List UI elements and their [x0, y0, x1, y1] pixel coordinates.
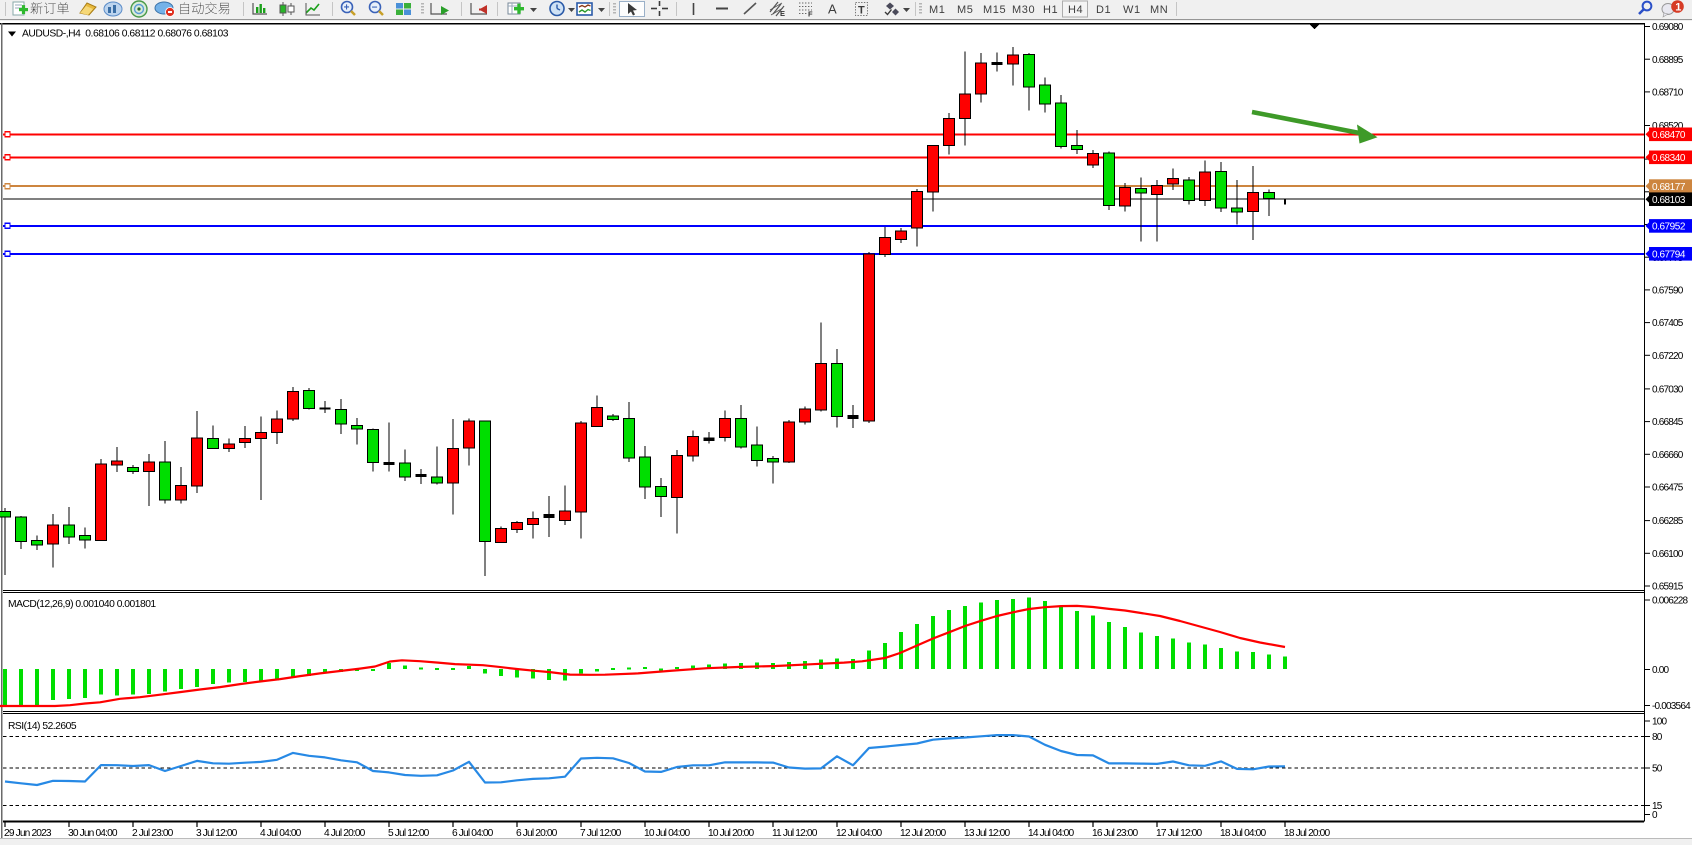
svg-text:0.67952: 0.67952: [1652, 222, 1686, 233]
svg-text:2 Jul 23:00: 2 Jul 23:00: [132, 828, 174, 839]
svg-text:0.65915: 0.65915: [1652, 582, 1684, 593]
svg-text:RSI(14) 52.2605: RSI(14) 52.2605: [8, 721, 77, 732]
svg-text:F: F: [808, 10, 813, 19]
svg-text:0.66100: 0.66100: [1652, 549, 1684, 560]
svg-text:0: 0: [1652, 810, 1658, 821]
svg-text:E: E: [780, 9, 785, 18]
svg-text:12 Jul 20:00: 12 Jul 20:00: [900, 828, 946, 839]
svg-text:W1: W1: [1123, 4, 1141, 16]
svg-text:0.66660: 0.66660: [1652, 450, 1684, 461]
svg-text:12 Jul 04:00: 12 Jul 04:00: [836, 828, 882, 839]
svg-text:18 Jul 04:00: 18 Jul 04:00: [1220, 828, 1266, 839]
svg-text:0.67030: 0.67030: [1652, 385, 1684, 396]
svg-text:29 Jun 2023: 29 Jun 2023: [4, 828, 52, 839]
svg-text:0.006228: 0.006228: [1652, 596, 1689, 607]
svg-text:16 Jul 23:00: 16 Jul 23:00: [1092, 828, 1138, 839]
svg-text:0.68103: 0.68103: [1652, 195, 1686, 206]
svg-text:30 Jun 04:00: 30 Jun 04:00: [68, 828, 118, 839]
svg-text:0.68710: 0.68710: [1652, 88, 1684, 99]
svg-text:+: +: [344, 2, 350, 13]
svg-text:0.67405: 0.67405: [1652, 318, 1684, 329]
svg-text:MACD(12,26,9) 0.001040 0.00180: MACD(12,26,9) 0.001040 0.001801: [8, 599, 156, 610]
svg-text:0.68895: 0.68895: [1652, 55, 1684, 66]
svg-text:10 Jul 20:00: 10 Jul 20:00: [708, 828, 754, 839]
svg-text:H4: H4: [1068, 4, 1083, 16]
svg-text:4 Jul 04:00: 4 Jul 04:00: [260, 828, 302, 839]
svg-text:-0.003564: -0.003564: [1652, 701, 1691, 712]
svg-text:3 Jul 12:00: 3 Jul 12:00: [196, 828, 238, 839]
svg-text:0.68470: 0.68470: [1652, 130, 1686, 141]
svg-text:13 Jul 12:00: 13 Jul 12:00: [964, 828, 1010, 839]
svg-text:0.68340: 0.68340: [1652, 153, 1686, 164]
svg-text:H1: H1: [1043, 4, 1058, 16]
svg-text:MN: MN: [1150, 4, 1168, 16]
svg-text:11 Jul 12:00: 11 Jul 12:00: [772, 828, 818, 839]
svg-text:0.69080: 0.69080: [1652, 22, 1684, 33]
svg-text:0.66475: 0.66475: [1652, 483, 1684, 494]
svg-text:M30: M30: [1012, 4, 1035, 16]
svg-text:M5: M5: [957, 4, 973, 16]
svg-text:0.67220: 0.67220: [1652, 351, 1684, 362]
svg-text:0.66285: 0.66285: [1652, 516, 1684, 527]
svg-text:D1: D1: [1096, 4, 1111, 16]
svg-text:−: −: [372, 2, 378, 13]
svg-text:6 Jul 20:00: 6 Jul 20:00: [516, 828, 558, 839]
svg-text:17 Jul 12:00: 17 Jul 12:00: [1156, 828, 1202, 839]
svg-text:M15: M15: [983, 4, 1006, 16]
svg-text:0.00: 0.00: [1652, 665, 1670, 676]
svg-text:M1: M1: [929, 4, 945, 16]
svg-text:T: T: [858, 5, 865, 17]
svg-text:18 Jul 20:00: 18 Jul 20:00: [1284, 828, 1330, 839]
svg-text:7 Jul 12:00: 7 Jul 12:00: [580, 828, 622, 839]
svg-text:10 Jul 04:00: 10 Jul 04:00: [644, 828, 690, 839]
svg-text:5 Jul 12:00: 5 Jul 12:00: [388, 828, 430, 839]
svg-text:1: 1: [1675, 2, 1681, 14]
svg-text:14 Jul 04:00: 14 Jul 04:00: [1028, 828, 1074, 839]
svg-text:50: 50: [1652, 764, 1663, 775]
svg-text:0.67794: 0.67794: [1652, 250, 1686, 261]
svg-text:4 Jul 20:00: 4 Jul 20:00: [324, 828, 366, 839]
svg-text:80: 80: [1652, 732, 1663, 743]
svg-text:15: 15: [1652, 801, 1663, 812]
svg-text:0.68520: 0.68520: [1652, 121, 1684, 132]
svg-text:100: 100: [1652, 717, 1668, 728]
svg-text:0.67590: 0.67590: [1652, 286, 1684, 297]
svg-text:AUDUSD-,H4 0.68106 0.68112 0.: AUDUSD-,H4 0.68106 0.68112 0.68076 0.681…: [22, 29, 229, 40]
svg-text:0.68177: 0.68177: [1652, 182, 1686, 193]
svg-text:6 Jul 04:00: 6 Jul 04:00: [452, 828, 494, 839]
svg-text:A: A: [828, 2, 837, 17]
svg-text:0.66845: 0.66845: [1652, 417, 1684, 428]
